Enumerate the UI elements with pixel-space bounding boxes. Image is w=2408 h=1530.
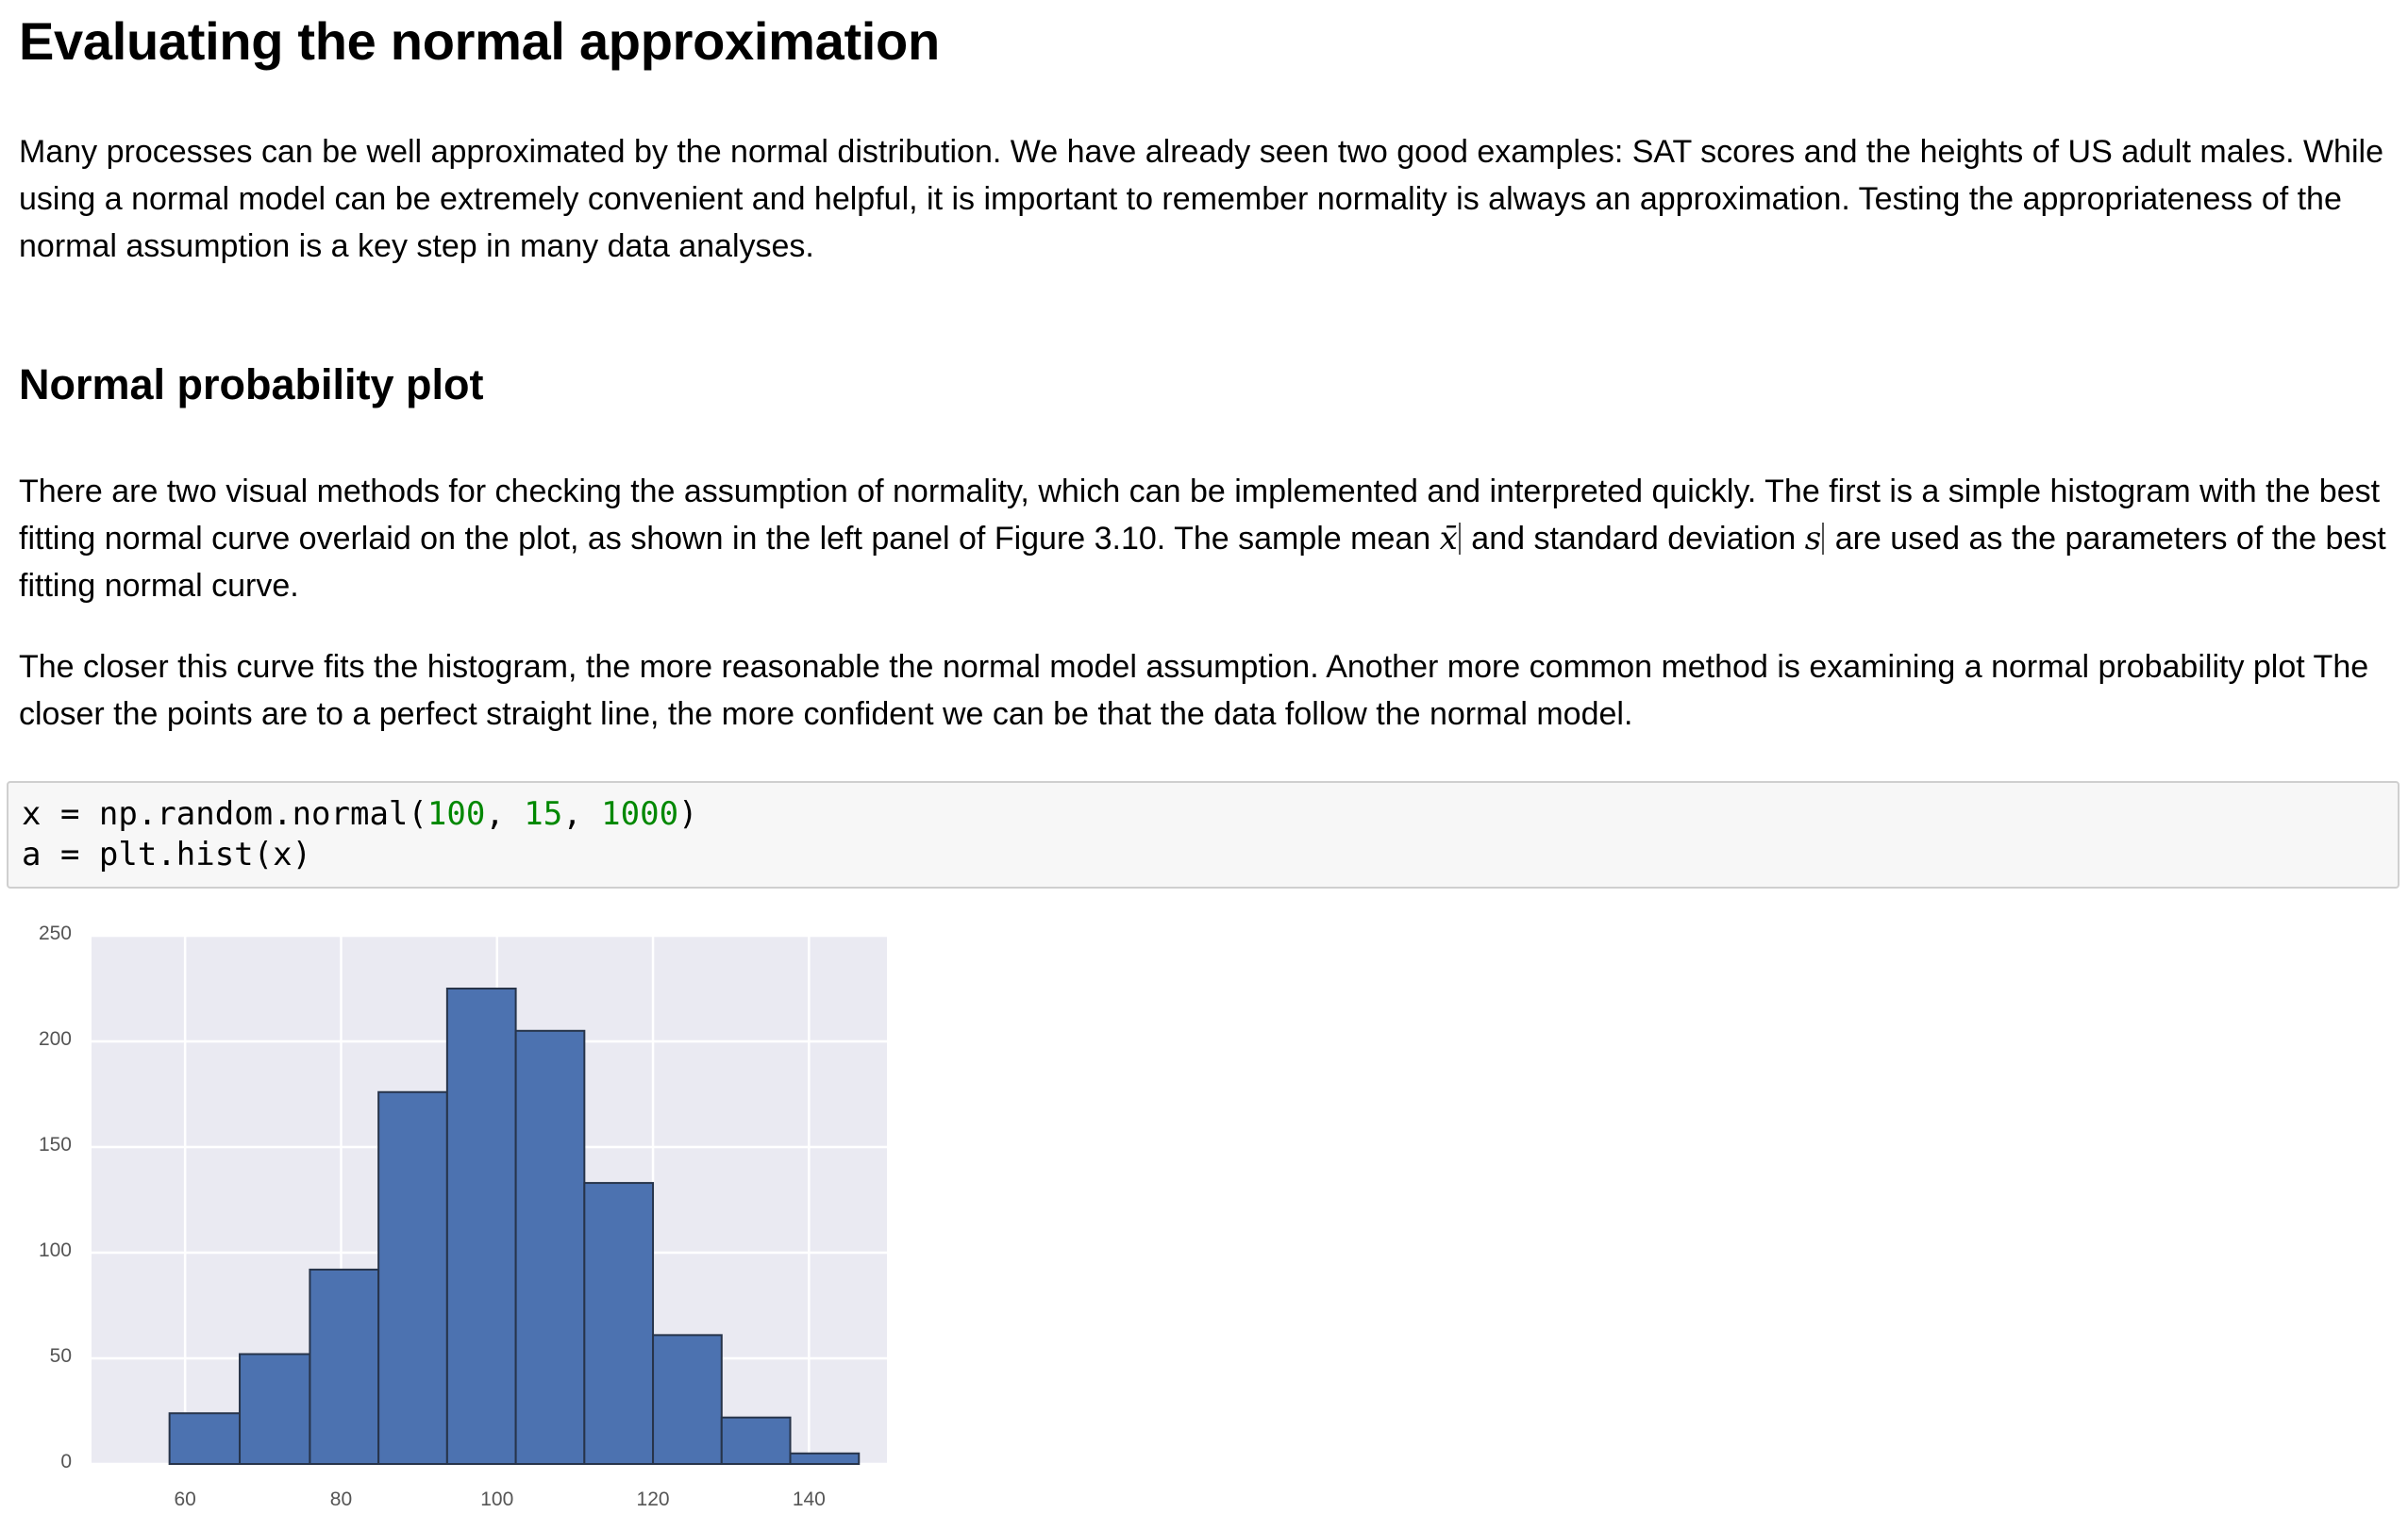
page-title: Evaluating the normal approximation — [19, 11, 940, 71]
code-token: x = np.random.normal( — [22, 795, 427, 833]
y-tick-label: 50 — [50, 1345, 72, 1367]
code-input-cell[interactable]: x = np.random.normal(100, 15, 1000) a = p… — [7, 781, 2400, 889]
x-tick-label: 80 — [330, 1488, 352, 1510]
y-tick-label: 100 — [39, 1239, 72, 1261]
x-tick-label: 100 — [480, 1488, 513, 1510]
text-cursor — [1822, 523, 1825, 555]
y-tick-label: 200 — [39, 1028, 72, 1050]
y-tick-label: 250 — [39, 923, 72, 944]
histogram-bar — [239, 1353, 311, 1465]
histogram-bar — [445, 988, 517, 1465]
code-token: ) — [678, 795, 698, 833]
method-text-end: are used as the parameters of the best f… — [19, 521, 2386, 604]
intro-paragraph: Many processes can be well approximated … — [19, 134, 2383, 264]
histogram-bar — [309, 1268, 380, 1466]
method-text-start: There are two visual methods for checkin… — [19, 474, 2381, 557]
histogram-bar — [789, 1452, 861, 1465]
method-text-middle: and standard deviation — [1462, 521, 1805, 557]
histogram-bar — [168, 1412, 242, 1465]
code-number: 100 — [426, 795, 486, 833]
histogram-bar — [720, 1416, 792, 1465]
code-token: , — [485, 795, 525, 833]
code-token: , — [562, 795, 602, 833]
code-line-2: a = plt.hist(x) — [22, 836, 312, 873]
code-number: 1000 — [601, 795, 679, 833]
code-number: 15 — [524, 795, 563, 833]
sd-symbol: s — [1804, 520, 1822, 557]
histogram-chart: 60 80 100 120 140 0 50 100 150 200 250 — [39, 923, 887, 1510]
section-title: Normal probability plot — [19, 360, 484, 408]
text-cursor — [1458, 523, 1461, 555]
y-tick-label: 0 — [60, 1451, 72, 1472]
histogram-bar — [652, 1334, 723, 1465]
mean-symbol: x̄ — [1439, 520, 1458, 557]
code-line-1: x = np.random.normal(100, 15, 1000) — [22, 794, 2398, 835]
method-paragraph: There are two visual methods for checkin… — [19, 468, 2392, 609]
x-tick-label: 140 — [793, 1488, 826, 1510]
histogram-bar — [514, 1029, 586, 1466]
histogram-bar — [583, 1182, 655, 1465]
histogram-bar — [377, 1090, 448, 1465]
x-tick-label: 60 — [174, 1488, 195, 1510]
x-tick-label: 120 — [637, 1488, 670, 1510]
y-tick-label: 150 — [39, 1134, 72, 1156]
comparison-paragraph: The closer this curve fits the histogram… — [19, 649, 2369, 732]
